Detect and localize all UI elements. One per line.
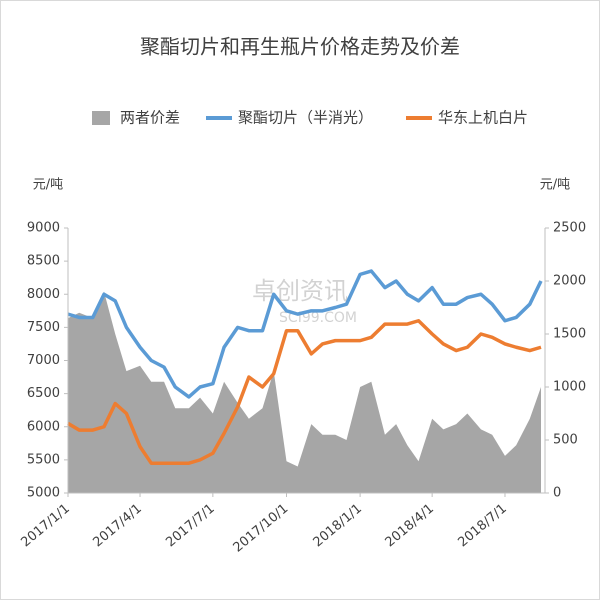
- y2-tick-label: 2000: [553, 274, 586, 289]
- y-tick-label: 6000: [27, 419, 60, 434]
- legend-label: 两者价差: [120, 109, 180, 127]
- y-tick-label: 8000: [27, 287, 60, 302]
- y-tick-label: 9000: [27, 221, 60, 236]
- area: [68, 291, 541, 493]
- y-tick-label: 5500: [27, 452, 60, 467]
- y-unit: 元/吨: [33, 178, 63, 193]
- y-tick-label: 6500: [27, 386, 60, 401]
- line: [67, 319, 542, 465]
- y-tick-label: 8500: [27, 254, 60, 269]
- chart-title: 聚酯切片和再生瓶片价格走势及价差: [140, 35, 460, 59]
- y-tick-label: 7000: [27, 353, 60, 368]
- y2-unit: 元/吨: [540, 178, 570, 193]
- y2-tick-label: 0: [553, 486, 561, 501]
- legend-label: 聚酯切片（半消光）: [238, 109, 373, 127]
- legend-swatch: [92, 111, 110, 125]
- y2-tick-label: 1500: [553, 327, 586, 342]
- line: [67, 269, 543, 399]
- y2-tick-label: 2500: [553, 221, 586, 236]
- y2-tick-label: 1000: [553, 380, 586, 395]
- legend-label: 华东上机白片: [438, 109, 528, 127]
- y2-tick-label: 500: [553, 433, 578, 448]
- y-tick-label: 5000: [27, 486, 60, 501]
- y-tick-label: 7500: [27, 320, 60, 335]
- watermark: 卓创资讯: [252, 277, 348, 305]
